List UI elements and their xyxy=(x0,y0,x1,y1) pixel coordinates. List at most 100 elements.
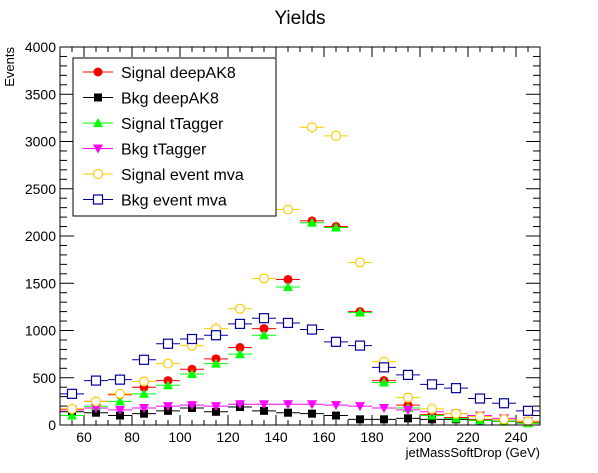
data-point xyxy=(306,122,318,133)
legend-marker xyxy=(92,194,104,205)
data-point xyxy=(187,368,197,378)
data-point xyxy=(139,403,149,413)
legend-label: Bkg tTagger xyxy=(121,142,207,159)
data-point xyxy=(332,411,340,420)
data-point xyxy=(283,400,293,410)
data-point xyxy=(330,130,342,141)
data-point xyxy=(283,282,293,292)
data-point xyxy=(235,343,245,353)
data-point xyxy=(163,380,173,390)
x-tick-label: 200 xyxy=(408,429,432,445)
data-point xyxy=(162,338,174,349)
series-signal-event-mva xyxy=(60,122,540,427)
data-point xyxy=(331,401,341,411)
data-point xyxy=(522,405,534,416)
data-point xyxy=(498,414,510,425)
data-point xyxy=(140,409,148,418)
data-point xyxy=(354,340,366,351)
data-point xyxy=(90,396,102,407)
legend-marker xyxy=(92,168,104,180)
data-point xyxy=(522,416,534,427)
data-point xyxy=(354,257,366,268)
data-point xyxy=(211,402,221,412)
data-point xyxy=(259,324,269,334)
axis-ticks: 60 80 100 120 140 160 180 200 220 240 0 500 1000 1500… xyxy=(25,39,541,445)
data-point xyxy=(212,407,220,416)
data-point xyxy=(331,222,341,232)
data-point xyxy=(308,409,316,418)
data-point xyxy=(162,358,174,369)
data-point xyxy=(91,403,101,413)
data-point xyxy=(355,402,365,412)
data-point xyxy=(498,398,510,409)
data-point xyxy=(139,388,149,398)
data-point xyxy=(306,324,318,335)
y-tick-label: 3500 xyxy=(25,86,56,102)
series-bkg-event-mva xyxy=(60,313,540,416)
y-tick-label: 2500 xyxy=(25,181,56,197)
plot-frame xyxy=(59,46,541,426)
data-point xyxy=(66,403,78,415)
x-tick-label: 160 xyxy=(312,429,336,445)
data-point xyxy=(379,403,389,413)
legend-marker xyxy=(93,144,103,154)
y-tick-label: 1000 xyxy=(25,323,56,339)
y-tick-label: 4000 xyxy=(25,39,56,55)
data-point xyxy=(426,403,438,415)
data-point xyxy=(211,358,221,368)
data-point xyxy=(114,388,126,399)
data-point xyxy=(116,411,124,420)
data-point xyxy=(283,274,293,284)
data-point xyxy=(260,406,268,415)
data-point xyxy=(259,400,269,410)
x-tick-label: 140 xyxy=(264,429,288,445)
data-point xyxy=(282,204,294,215)
data-point xyxy=(258,273,270,284)
chart-title: Yields xyxy=(274,8,325,29)
data-point xyxy=(426,379,438,390)
data-point xyxy=(187,401,197,411)
data-point xyxy=(402,369,414,381)
x-tick-label: 100 xyxy=(168,429,192,445)
legend: Signal deepAK8 Bkg deepAK8 Signal tTagger B… xyxy=(72,57,277,217)
data-point xyxy=(404,414,412,423)
x-tick-label: 120 xyxy=(216,429,240,445)
legend-marker xyxy=(93,118,103,127)
data-point xyxy=(115,396,125,406)
data-point xyxy=(235,400,245,410)
legend-label: Signal event mva xyxy=(121,167,244,184)
data-point xyxy=(258,313,270,324)
data-point xyxy=(114,374,126,385)
data-point xyxy=(138,354,150,365)
data-point xyxy=(163,402,173,412)
y-axis-label: Events xyxy=(2,47,17,87)
legend-label: Signal tTagger xyxy=(121,116,224,133)
data-point xyxy=(307,400,317,410)
legend-marker xyxy=(93,67,103,77)
y-tick-label: 0 xyxy=(48,417,56,433)
x-tick-label: 240 xyxy=(504,429,528,445)
data-point xyxy=(67,410,77,420)
data-point xyxy=(474,393,486,404)
x-tick-label: 80 xyxy=(124,429,140,445)
data-point xyxy=(450,408,462,419)
data-point xyxy=(235,349,245,359)
data-point xyxy=(66,388,78,399)
data-point xyxy=(186,333,198,345)
data-point xyxy=(403,405,413,415)
y-tick-label: 3000 xyxy=(25,134,56,150)
legend-label: Bkg event mva xyxy=(121,193,227,210)
y-tick-label: 500 xyxy=(33,370,57,386)
data-point xyxy=(138,376,150,387)
x-tick-label: 180 xyxy=(360,429,384,445)
data-point xyxy=(259,330,269,340)
data-point xyxy=(90,375,102,386)
data-point xyxy=(380,415,388,424)
data-point xyxy=(282,317,294,329)
data-point xyxy=(355,307,365,317)
data-point xyxy=(379,377,389,387)
data-point xyxy=(210,330,222,341)
data-point xyxy=(307,217,317,227)
y-tick-label: 2000 xyxy=(25,228,56,244)
